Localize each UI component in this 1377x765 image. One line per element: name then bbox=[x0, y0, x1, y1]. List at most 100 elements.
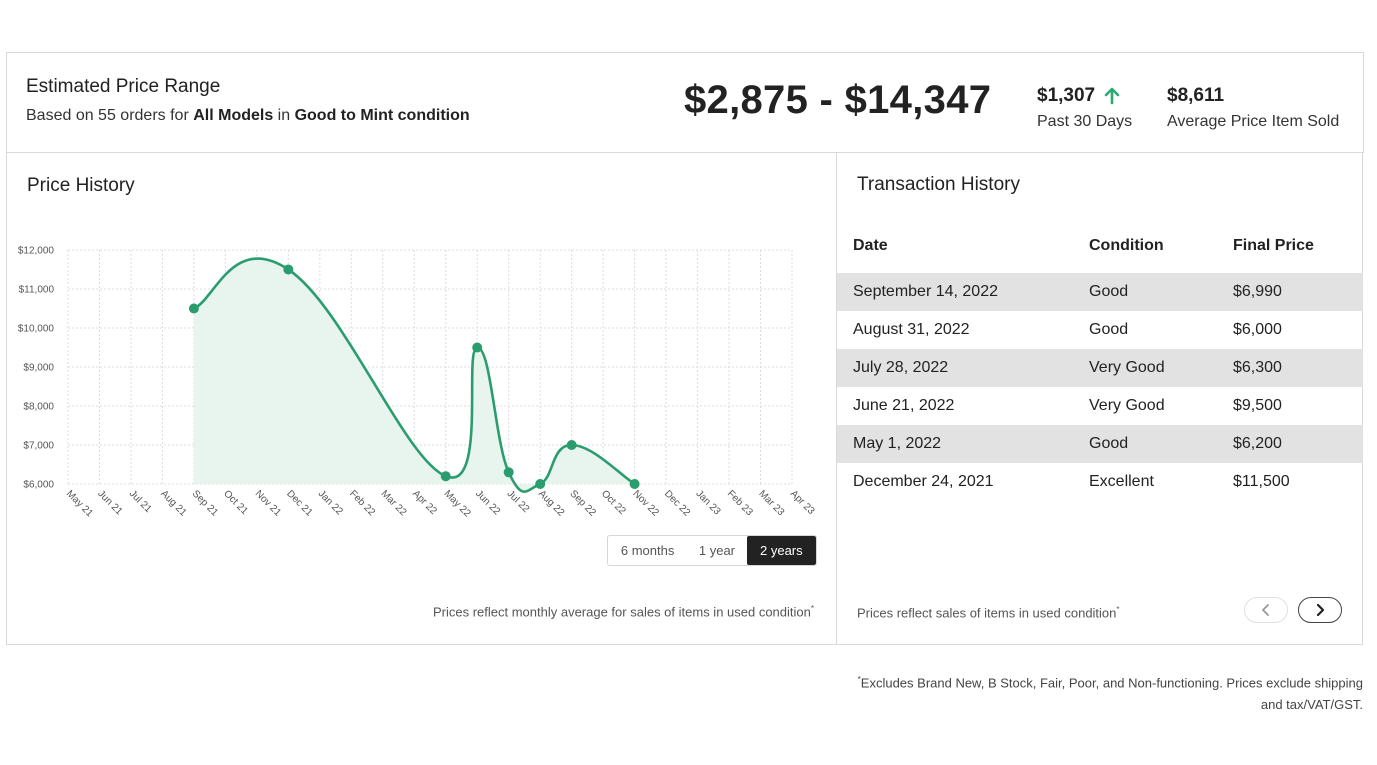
summary-right-border bbox=[1363, 52, 1364, 153]
price-history-note-text: Prices reflect monthly average for sales… bbox=[432, 604, 811, 620]
change-value: $1,307 bbox=[1037, 85, 1096, 106]
x-tick-label: Mar 22 bbox=[379, 488, 409, 518]
range-1-year-button[interactable]: 1 year bbox=[687, 536, 747, 565]
range-6-months-button[interactable]: 6 months bbox=[608, 536, 688, 565]
x-tick-label: Aug 22 bbox=[536, 488, 566, 518]
transaction-note-text: Prices reflect sales of items in used co… bbox=[857, 605, 1117, 621]
table-row: July 28, 2022 Very Good $6,300 bbox=[837, 349, 1363, 387]
x-tick-label: Feb 22 bbox=[347, 488, 377, 518]
data-point bbox=[503, 467, 514, 478]
x-tick-label: Dec 22 bbox=[662, 488, 692, 518]
row-date: July 28, 2022 bbox=[853, 359, 949, 376]
y-tick-label: $8,000 bbox=[23, 402, 54, 413]
row-price: $6,200 bbox=[1233, 435, 1282, 452]
footnote: *Excludes Brand New, B Stock, Fair, Poor… bbox=[843, 669, 1363, 716]
x-tick-label: May 21 bbox=[64, 488, 95, 519]
transaction-table-body: September 14, 2022 Good $6,990 August 31… bbox=[837, 273, 1363, 501]
row-condition: Good bbox=[1089, 321, 1129, 338]
summary-left-border bbox=[6, 52, 7, 153]
basis-condition: Good to Mint condition bbox=[294, 107, 470, 124]
basis-mid: in bbox=[273, 107, 295, 124]
table-row: June 21, 2022 Very Good $9,500 bbox=[837, 387, 1363, 425]
summary-top-border bbox=[6, 52, 1363, 53]
x-tick-label: Sep 21 bbox=[190, 488, 220, 518]
row-price: $9,500 bbox=[1233, 397, 1282, 414]
row-condition: Excellent bbox=[1089, 473, 1154, 490]
price-history-note-mark: * bbox=[810, 604, 814, 613]
x-tick-label: Jul 22 bbox=[505, 488, 532, 515]
x-tick-label: Apr 22 bbox=[410, 488, 439, 517]
y-tick-label: $12,000 bbox=[18, 246, 55, 257]
x-tick-label: Oct 21 bbox=[221, 488, 250, 517]
row-condition: Good bbox=[1089, 435, 1129, 452]
y-tick-label: $11,000 bbox=[19, 285, 55, 296]
table-row: December 24, 2021 Excellent $11,500 bbox=[837, 463, 1363, 501]
row-date: September 14, 2022 bbox=[853, 283, 998, 300]
basis-models: All Models bbox=[193, 107, 274, 124]
header-final-price: Final Price bbox=[1233, 237, 1314, 254]
estimated-price-title: Estimated Price Range bbox=[26, 76, 221, 97]
row-date: December 24, 2021 bbox=[853, 473, 994, 490]
data-point bbox=[283, 264, 294, 275]
transaction-note-mark: * bbox=[1116, 605, 1120, 614]
estimated-price-range: $2,875 - $14,347 bbox=[684, 78, 992, 122]
change-label: Past 30 Days bbox=[1037, 113, 1133, 130]
x-tick-label: Jul 21 bbox=[127, 488, 154, 515]
y-tick-label: $7,000 bbox=[23, 441, 54, 452]
previous-page-button[interactable] bbox=[1244, 597, 1288, 623]
row-condition: Very Good bbox=[1089, 359, 1165, 376]
x-tick-label: Mar 23 bbox=[756, 488, 786, 518]
data-point bbox=[535, 479, 546, 489]
row-price: $6,300 bbox=[1233, 359, 1282, 376]
row-condition: Very Good bbox=[1089, 397, 1165, 414]
data-point bbox=[440, 471, 451, 482]
x-tick-label: Jan 22 bbox=[316, 488, 345, 517]
average-value: $8,611 bbox=[1167, 85, 1225, 106]
data-point bbox=[472, 342, 483, 353]
next-page-button[interactable] bbox=[1298, 597, 1342, 623]
transaction-note: Prices reflect sales of items in used co… bbox=[857, 605, 1120, 620]
price-history-note: Prices reflect monthly average for sales… bbox=[433, 604, 814, 619]
footnote-text: Excludes Brand New, B Stock, Fair, Poor,… bbox=[860, 675, 1363, 713]
panel-divider bbox=[836, 153, 837, 644]
basis-prefix: Based on 55 orders for bbox=[26, 107, 194, 124]
average-label: Average Price Item Sold bbox=[1167, 113, 1340, 130]
price-summary: Estimated Price Range Based on 55 orders… bbox=[6, 52, 1363, 152]
row-price: $6,990 bbox=[1233, 283, 1282, 300]
data-point bbox=[629, 479, 640, 489]
x-tick-label: Jan 23 bbox=[693, 488, 722, 517]
footnote-mark: * bbox=[857, 675, 861, 684]
y-tick-label: $10,000 bbox=[18, 324, 55, 335]
x-tick-label: Dec 21 bbox=[284, 488, 314, 518]
y-tick-label: $9,000 bbox=[23, 363, 54, 374]
row-date: June 21, 2022 bbox=[853, 397, 955, 414]
x-tick-label: Apr 23 bbox=[788, 488, 817, 517]
arrow-up-icon bbox=[1104, 87, 1120, 105]
x-tick-label: Oct 22 bbox=[599, 488, 628, 517]
x-tick-label: Aug 21 bbox=[158, 488, 188, 518]
row-price: $6,000 bbox=[1233, 321, 1282, 338]
transaction-history-title: Transaction History bbox=[857, 174, 1020, 195]
x-tick-label: Nov 21 bbox=[253, 488, 283, 518]
x-tick-label: Feb 23 bbox=[725, 488, 755, 518]
data-point bbox=[566, 440, 577, 450]
header-condition: Condition bbox=[1089, 237, 1164, 254]
chevron-left-icon bbox=[1262, 604, 1269, 616]
history-panel: Price History $12,000 $11,000 $10,000 $9,00… bbox=[6, 152, 1363, 645]
x-tick-label: Jun 22 bbox=[473, 488, 502, 517]
range-2-years-button[interactable]: 2 years bbox=[746, 536, 816, 565]
x-tick-label: Jun 21 bbox=[95, 488, 124, 517]
range-toggle: 6 months 1 year 2 years bbox=[607, 535, 817, 566]
row-date: August 31, 2022 bbox=[853, 321, 970, 338]
row-condition: Good bbox=[1089, 283, 1129, 300]
table-row: August 31, 2022 Good $6,000 bbox=[837, 311, 1363, 349]
table-row: September 14, 2022 Good $6,990 bbox=[837, 273, 1363, 311]
x-tick-label: May 22 bbox=[442, 488, 473, 519]
table-row: May 1, 2022 Good $6,200 bbox=[837, 425, 1363, 463]
transaction-history: Transaction History Date Condition Final… bbox=[837, 153, 1363, 644]
estimated-price-basis: Based on 55 orders for All Models in Goo… bbox=[26, 107, 470, 125]
average-stat: $8,611 Average Price Item Sold bbox=[1167, 85, 1339, 131]
change-value-row: $1,307 bbox=[1037, 85, 1132, 107]
price-history-chart: $12,000 $11,000 $10,000 $9,000 $8,000 $7,000 $… bbox=[18, 246, 817, 520]
x-tick-label: Sep 22 bbox=[568, 488, 598, 518]
